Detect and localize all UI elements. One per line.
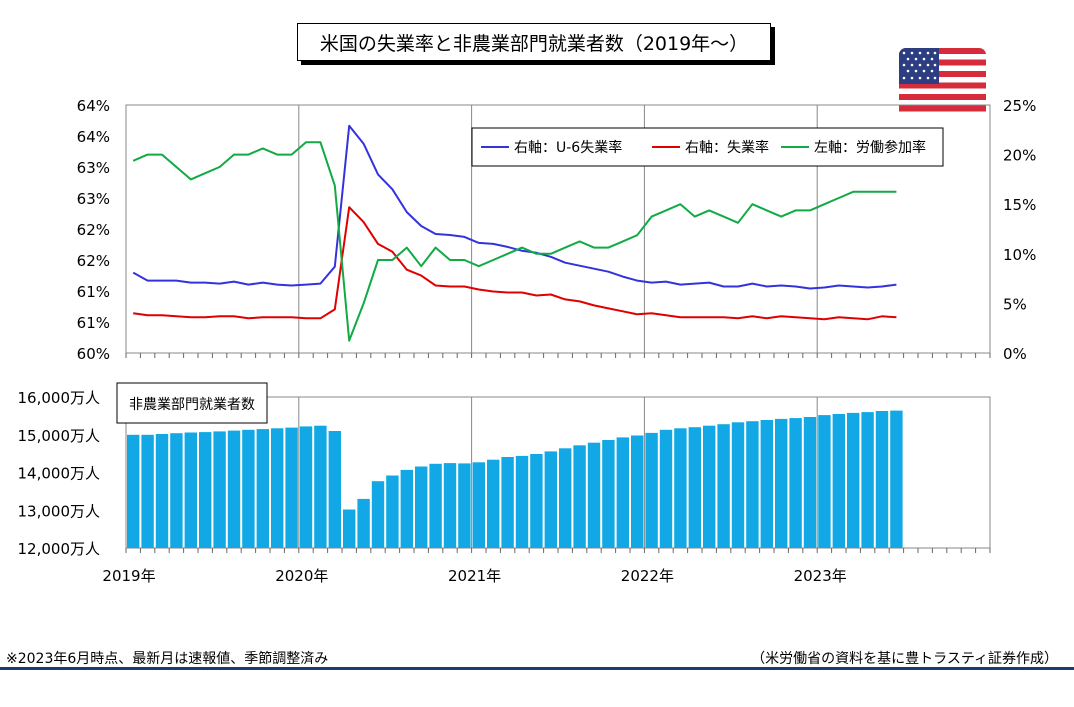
employment-bar [530,454,543,548]
right-axis-tick-label: 10% [1003,246,1036,264]
employment-bar [314,425,327,548]
employment-bar [789,418,802,548]
u6-rate-line [132,124,897,290]
chart-canvas: 64% 64% 63% 63% 62% 62% 61% 61% 60% 25% 20% 15% 10% 5… [18,97,1037,585]
employment-bar [415,466,428,548]
employment-bar [645,432,658,548]
employment-bar [271,428,284,548]
left-axis-tick-label: 61% [77,283,110,301]
year-label: 2020年 [275,567,328,585]
employment-bar [602,440,615,548]
bar-axis-tick-label: 12,000万人 [18,540,101,558]
right-axis-tick-label: 25% [1003,97,1036,115]
year-label: 2022年 [621,567,674,585]
employment-bar [544,451,557,548]
legend-box [471,127,944,167]
bar-panel-title-box [116,382,268,424]
right-axis-tick-label: 15% [1003,196,1036,214]
legend-label: 左軸：労働参加率 [814,139,926,156]
employment-bar [501,457,514,548]
employment-bar [127,434,140,549]
us-flag-icon [899,48,986,123]
employment-bar [775,418,788,548]
bar-panel-title: 非農業部門就業者数 [116,382,268,424]
employment-bar [616,437,629,548]
employment-bar [890,410,903,548]
employment-bar [847,412,860,548]
year-label: 2023年 [794,567,847,585]
bottom-rule [0,667,1074,670]
employment-bar [631,435,644,548]
employment-bar [760,420,773,548]
bar-axis-tick-label: 14,000万人 [18,465,101,483]
employment-bar [587,442,601,548]
right-axis-tick-label: 20% [1003,147,1036,165]
legend: 右軸：U-6失業率 右軸：失業率 左軸：労働参加率 [471,127,944,167]
employment-bar [688,427,701,548]
left-axis-tick-label: 63% [77,159,110,177]
employment-bar [184,432,197,548]
employment-bar [746,421,759,548]
employment-bar [731,422,745,548]
employment-bar [299,426,313,548]
employment-bar [458,463,471,548]
bar-axis-tick-label: 16,000万人 [18,389,101,407]
employment-bar [818,415,831,548]
source-note: （米労働省の資料を基に豊トラスティ証券作成） [751,651,1058,667]
employment-bar [371,481,385,548]
left-axis-tick-label: 64% [77,128,110,146]
employment-bar [227,430,241,548]
unemployment-rate-line [133,206,897,321]
employment-bar [515,455,529,548]
employment-bar [242,429,255,548]
footnote: ※2023年6月時点、最新月は速報値、季節調整済み [6,651,329,667]
employment-bar [659,429,673,548]
employment-bar [285,427,298,548]
right-axis-tick-label: 5% [1003,295,1027,313]
employment-bar [443,463,457,548]
employment-bar [429,463,442,548]
year-label: 2021年 [448,567,501,585]
bar-panel-title-text: 非農業部門就業者数 [129,397,255,413]
legend-label: 右軸：失業率 [685,139,769,156]
employment-bar [343,509,356,548]
left-axis-tick-label: 60% [77,345,110,363]
employment-bar [400,469,413,548]
employment-bar [141,434,154,549]
employment-bar [386,475,399,548]
employment-bar [573,445,586,548]
left-axis-tick-label: 64% [77,97,110,115]
employment-bar [832,414,845,548]
left-axis-tick-label: 62% [77,252,110,270]
right-axis-tick-label: 0% [1003,345,1027,363]
employment-bar [875,411,889,548]
bar-axis-tick-label: 13,000万人 [18,502,101,520]
employment-bar [357,498,370,548]
employment-bar [155,434,169,548]
year-label: 2019年 [102,567,155,585]
employment-bar [199,432,212,548]
legend-label: 右軸：U-6失業率 [514,139,622,156]
employment-bar [170,433,183,548]
bar-axis-tick-label: 15,000万人 [18,427,101,445]
employment-bar [703,425,716,548]
left-axis-tick-label: 62% [77,221,110,239]
employment-bar [674,428,687,548]
employment-bar [256,429,269,548]
employment-bar [328,431,341,548]
employment-bar [559,448,572,548]
employment-bar [472,462,485,548]
employment-bar [803,417,817,548]
participation-rate-line [132,141,897,342]
chart-title: 米国の失業率と非農業部門就業者数（2019年～） [297,23,771,61]
employment-bar [861,412,874,548]
employment-bar [717,424,730,548]
left-axis-tick-label: 63% [77,190,110,208]
employment-bar [487,459,500,548]
employment-bar [213,431,226,548]
left-axis-tick-label: 61% [77,314,110,332]
